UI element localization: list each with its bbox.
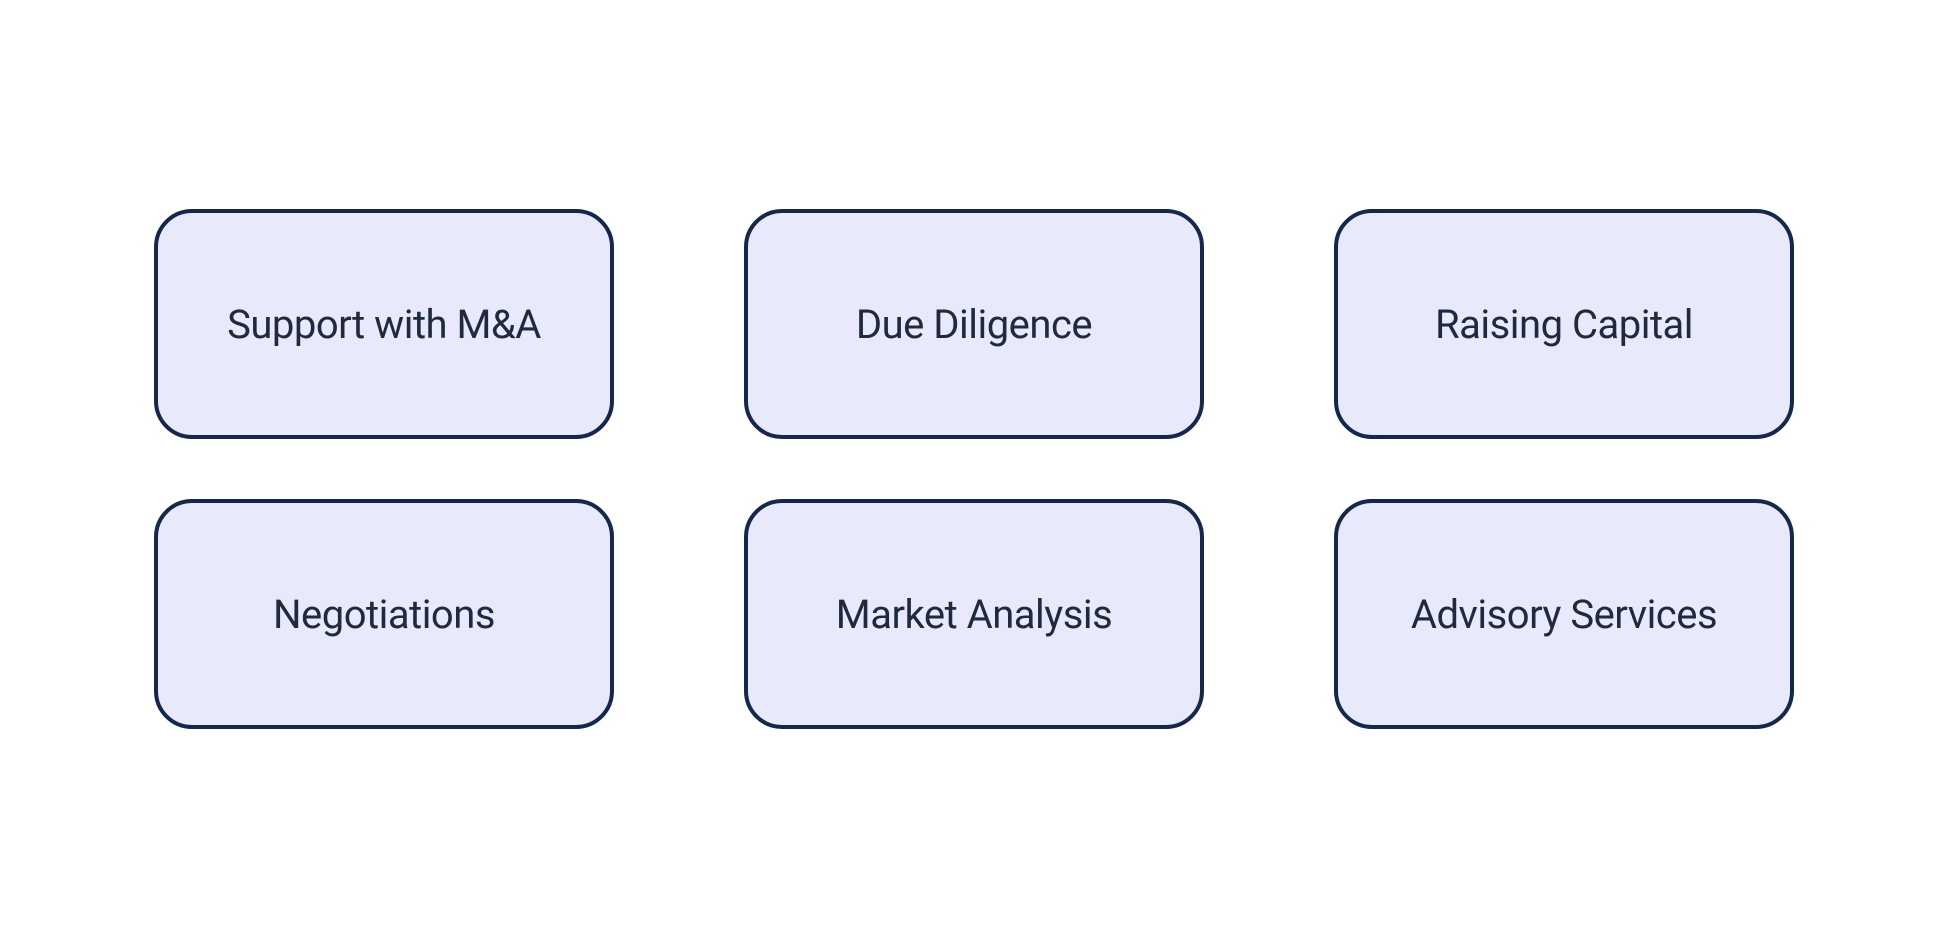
- service-card-market-analysis: Market Analysis: [744, 499, 1204, 729]
- service-card-due-diligence: Due Diligence: [744, 209, 1204, 439]
- service-card-label: Raising Capital: [1435, 301, 1693, 348]
- service-card-label: Market Analysis: [836, 591, 1112, 638]
- service-card-negotiations: Negotiations: [154, 499, 614, 729]
- service-card-label: Advisory Services: [1411, 591, 1717, 638]
- service-card-label: Due Diligence: [856, 301, 1092, 348]
- service-card-label: Negotiations: [273, 591, 495, 638]
- service-card-support-ma: Support with M&A: [154, 209, 614, 439]
- services-grid: Support with M&A Due Diligence Raising C…: [74, 209, 1874, 729]
- service-card-advisory-services: Advisory Services: [1334, 499, 1794, 729]
- service-card-label: Support with M&A: [227, 301, 541, 348]
- service-card-raising-capital: Raising Capital: [1334, 209, 1794, 439]
